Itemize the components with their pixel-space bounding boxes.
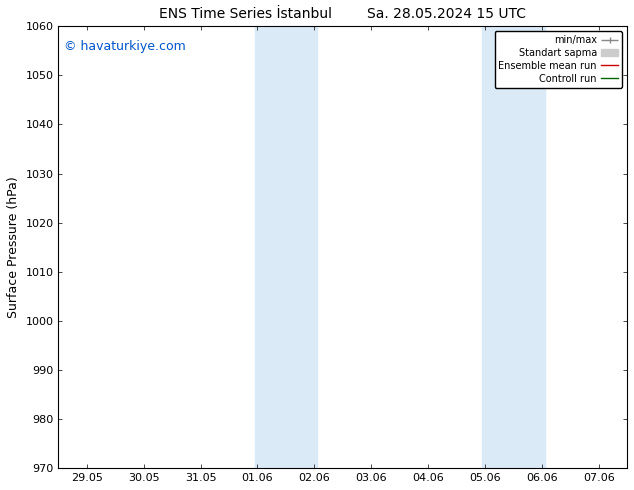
Title: ENS Time Series İstanbul        Sa. 28.05.2024 15 UTC: ENS Time Series İstanbul Sa. 28.05.2024 … (159, 7, 526, 21)
Bar (482, 26, 545, 468)
Text: © havaturkiye.com: © havaturkiye.com (64, 40, 186, 52)
Y-axis label: Surface Pressure (hPa): Surface Pressure (hPa) (7, 176, 20, 318)
Legend: min/max, Standart sapma, Ensemble mean run, Controll run: min/max, Standart sapma, Ensemble mean r… (495, 31, 622, 88)
Bar (255, 26, 317, 468)
